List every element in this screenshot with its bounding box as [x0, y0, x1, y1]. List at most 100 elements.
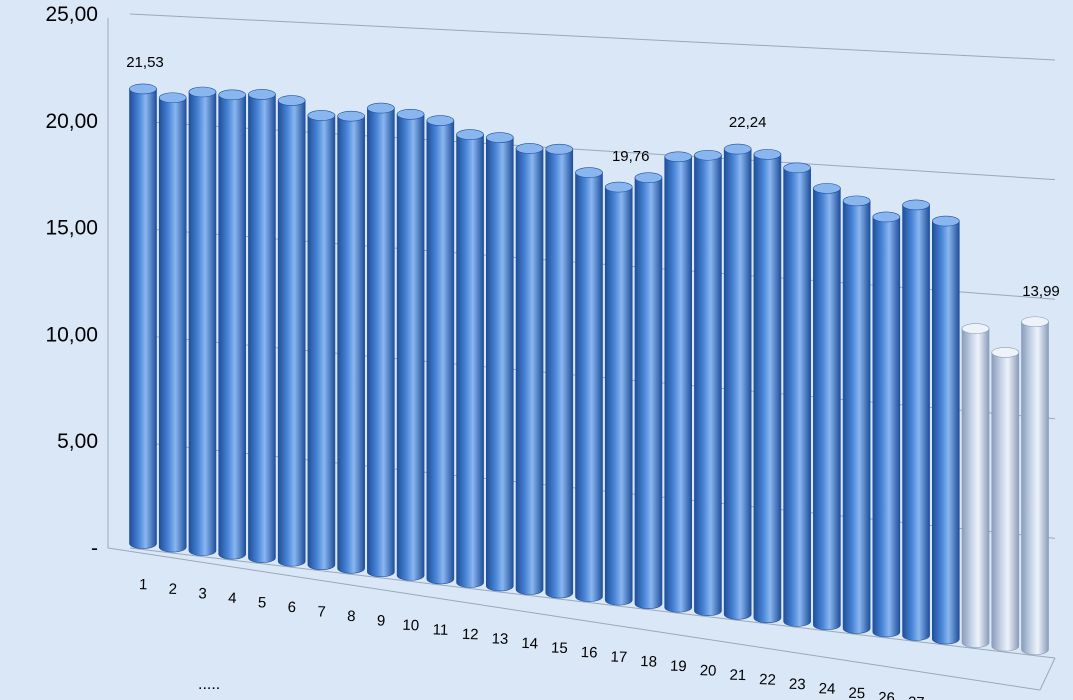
- x-category-label: 26: [878, 689, 895, 700]
- bar-top-7: [307, 110, 336, 121]
- y-tick-label: 25,00: [45, 3, 98, 26]
- bar-3: [188, 91, 217, 556]
- x-category-label: 27: [908, 694, 925, 700]
- x-category-label: 11: [432, 621, 448, 639]
- x-category-label: 24: [818, 680, 835, 698]
- gridline: [129, 547, 1056, 659]
- bar-top-27: [902, 199, 930, 211]
- bar-7: [307, 115, 336, 571]
- x-category-label: 4: [228, 590, 237, 607]
- x-category-label: 19: [670, 658, 687, 676]
- bar-11: [426, 120, 455, 585]
- data-label: 19,76: [612, 148, 650, 165]
- bar-top-25: [842, 195, 871, 207]
- bar-16: [575, 172, 603, 602]
- bar-top-13: [485, 132, 514, 143]
- x-category-label: 15: [551, 639, 568, 657]
- bar-2: [158, 97, 187, 553]
- x-category-label: 9: [377, 612, 386, 629]
- bar-top-28: [931, 215, 960, 227]
- data-label: 13,99: [1022, 283, 1060, 300]
- bar-top-9: [367, 102, 395, 114]
- bar-top-6: [277, 95, 306, 106]
- x-category-label: 23: [789, 676, 806, 694]
- bar-31: [1021, 321, 1049, 655]
- x-category-labels: 1 2 3 4 5 6 7 8 9 10 11 12 13 14 15 16 17 18 19 20 21 22 23 24 2…: [139, 576, 955, 700]
- bar-top-4: [218, 89, 246, 101]
- bar-top-8: [337, 110, 365, 122]
- y-tick-label: -: [91, 537, 98, 560]
- bar-top-24: [813, 183, 841, 194]
- bar-top-18: [634, 172, 663, 183]
- bar-28: [932, 220, 960, 645]
- bar-top-23: [783, 162, 811, 174]
- bar-top-5: [248, 89, 276, 100]
- x-category-label: 17: [610, 649, 627, 667]
- data-labels: 21,53 19,76 22,24 13,99: [126, 54, 1060, 300]
- bar-top-22: [753, 149, 782, 160]
- bar-21: [723, 148, 752, 620]
- bar-15: [545, 148, 574, 599]
- bar-top-3: [188, 86, 217, 98]
- bar-30: [991, 352, 1020, 652]
- bar-top-11: [426, 115, 455, 126]
- y-tick-label: 20,00: [45, 110, 98, 133]
- x-category-label: 6: [287, 599, 296, 616]
- x-category-label: 8: [347, 608, 356, 625]
- bar-1: [129, 88, 157, 549]
- bar-top-17: [604, 181, 633, 193]
- y-tick-label: 10,00: [45, 323, 98, 346]
- x-category-label: 2: [168, 581, 177, 598]
- x-category-label: 14: [521, 635, 538, 653]
- bar-25: [842, 200, 871, 634]
- bar-top-16: [575, 167, 603, 178]
- bar-20: [694, 154, 722, 617]
- bar-29: [961, 328, 990, 648]
- x-category-label: 3: [198, 585, 207, 602]
- bar-5: [248, 94, 276, 563]
- x-category-label: 21: [729, 667, 746, 685]
- bar-13: [486, 137, 514, 592]
- x-category-label: 25: [848, 685, 865, 700]
- x-category-label: 12: [462, 626, 479, 644]
- floor-front-edge: [107, 547, 1041, 691]
- bar-top-21: [723, 143, 752, 155]
- bar-top-31: [1021, 316, 1049, 328]
- bar-top-12: [456, 129, 484, 140]
- bar-12: [456, 134, 484, 588]
- bar-top-1: [129, 83, 157, 95]
- bar-top-14: [515, 143, 544, 154]
- bar-top-15: [545, 143, 574, 155]
- bar-10: [396, 113, 425, 581]
- bar-top-19: [664, 151, 693, 163]
- x-category-label: 28: [937, 698, 954, 700]
- x-category-label: 10: [402, 617, 419, 635]
- x-category-label: 13: [491, 630, 508, 648]
- y-tick-labels: - 5,00 10,00 15,00 20,00 25,00: [45, 3, 98, 560]
- y-tick-label: 15,00: [45, 217, 98, 240]
- bar-18: [634, 177, 663, 609]
- bar-top-26: [872, 211, 901, 223]
- x-category-label: 18: [640, 653, 657, 671]
- bar-8: [337, 115, 365, 574]
- bar-22: [753, 154, 782, 624]
- data-label: 22,24: [729, 114, 767, 131]
- bar-top-20: [694, 149, 722, 161]
- gridline: [129, 13, 1056, 61]
- footer-note: .....: [198, 676, 221, 693]
- x-category-label: 7: [317, 603, 326, 620]
- bar-17: [604, 186, 633, 606]
- bar-23: [783, 167, 811, 627]
- data-label: 21,53: [126, 54, 164, 71]
- x-category-label: 5: [258, 594, 267, 611]
- bar-24: [813, 188, 841, 631]
- bar-top-2: [158, 92, 187, 104]
- bar-26: [872, 216, 901, 638]
- bar-19: [664, 156, 692, 613]
- bar-14: [515, 148, 544, 595]
- y-tick-label: 5,00: [57, 430, 98, 453]
- floor-side-edge: [1039, 657, 1056, 691]
- bar-top-10: [396, 108, 425, 120]
